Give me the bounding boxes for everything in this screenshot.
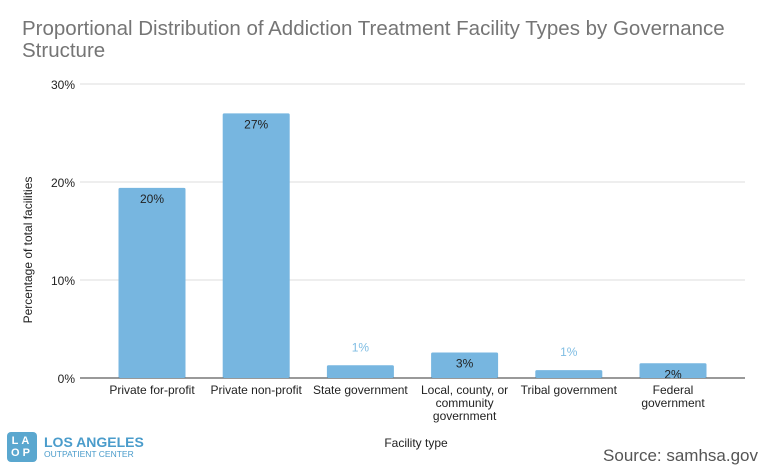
y-tick-label: 0% <box>58 372 76 386</box>
x-tick-label: Tribal government <box>521 383 618 397</box>
x-tick-label: State government <box>313 383 408 397</box>
bar <box>639 363 707 378</box>
data-label: 1% <box>560 345 578 359</box>
x-axis-title: Facility type <box>384 436 448 450</box>
bar <box>535 370 603 378</box>
bar <box>222 113 290 379</box>
bar <box>118 187 186 378</box>
x-tick-label: government <box>433 409 497 423</box>
y-tick-label: 20% <box>51 176 75 190</box>
logo: LA OP LOS ANGELES OUTPATIENT CENTER <box>7 432 144 462</box>
y-tick-label: 30% <box>51 78 75 92</box>
logo-subtitle: OUTPATIENT CENTER <box>44 449 134 459</box>
chart-title: Proportional Distribution of Addiction T… <box>22 17 725 62</box>
x-tick-label: Federal <box>653 383 694 397</box>
logo-name: LOS ANGELES <box>44 434 144 450</box>
y-tick-label: 10% <box>51 274 75 288</box>
logo-mark: LA OP <box>7 432 37 462</box>
x-tick-label: Private non-profit <box>211 383 303 397</box>
y-axis-title: Percentage of total facilities <box>21 177 35 324</box>
data-label: 20% <box>140 192 164 206</box>
data-label: 27% <box>244 117 268 131</box>
bar <box>431 352 499 378</box>
bar <box>326 365 394 378</box>
data-label: 3% <box>456 357 474 371</box>
x-tick-label: Private for-profit <box>109 383 195 397</box>
source-note: Source: samhsa.gov <box>603 446 758 465</box>
data-label: 1% <box>352 340 370 354</box>
x-tick-label: government <box>641 396 705 410</box>
x-tick-label: Local, county, or <box>421 383 508 397</box>
x-tick-label: community <box>436 396 494 410</box>
data-label: 2% <box>664 367 682 381</box>
